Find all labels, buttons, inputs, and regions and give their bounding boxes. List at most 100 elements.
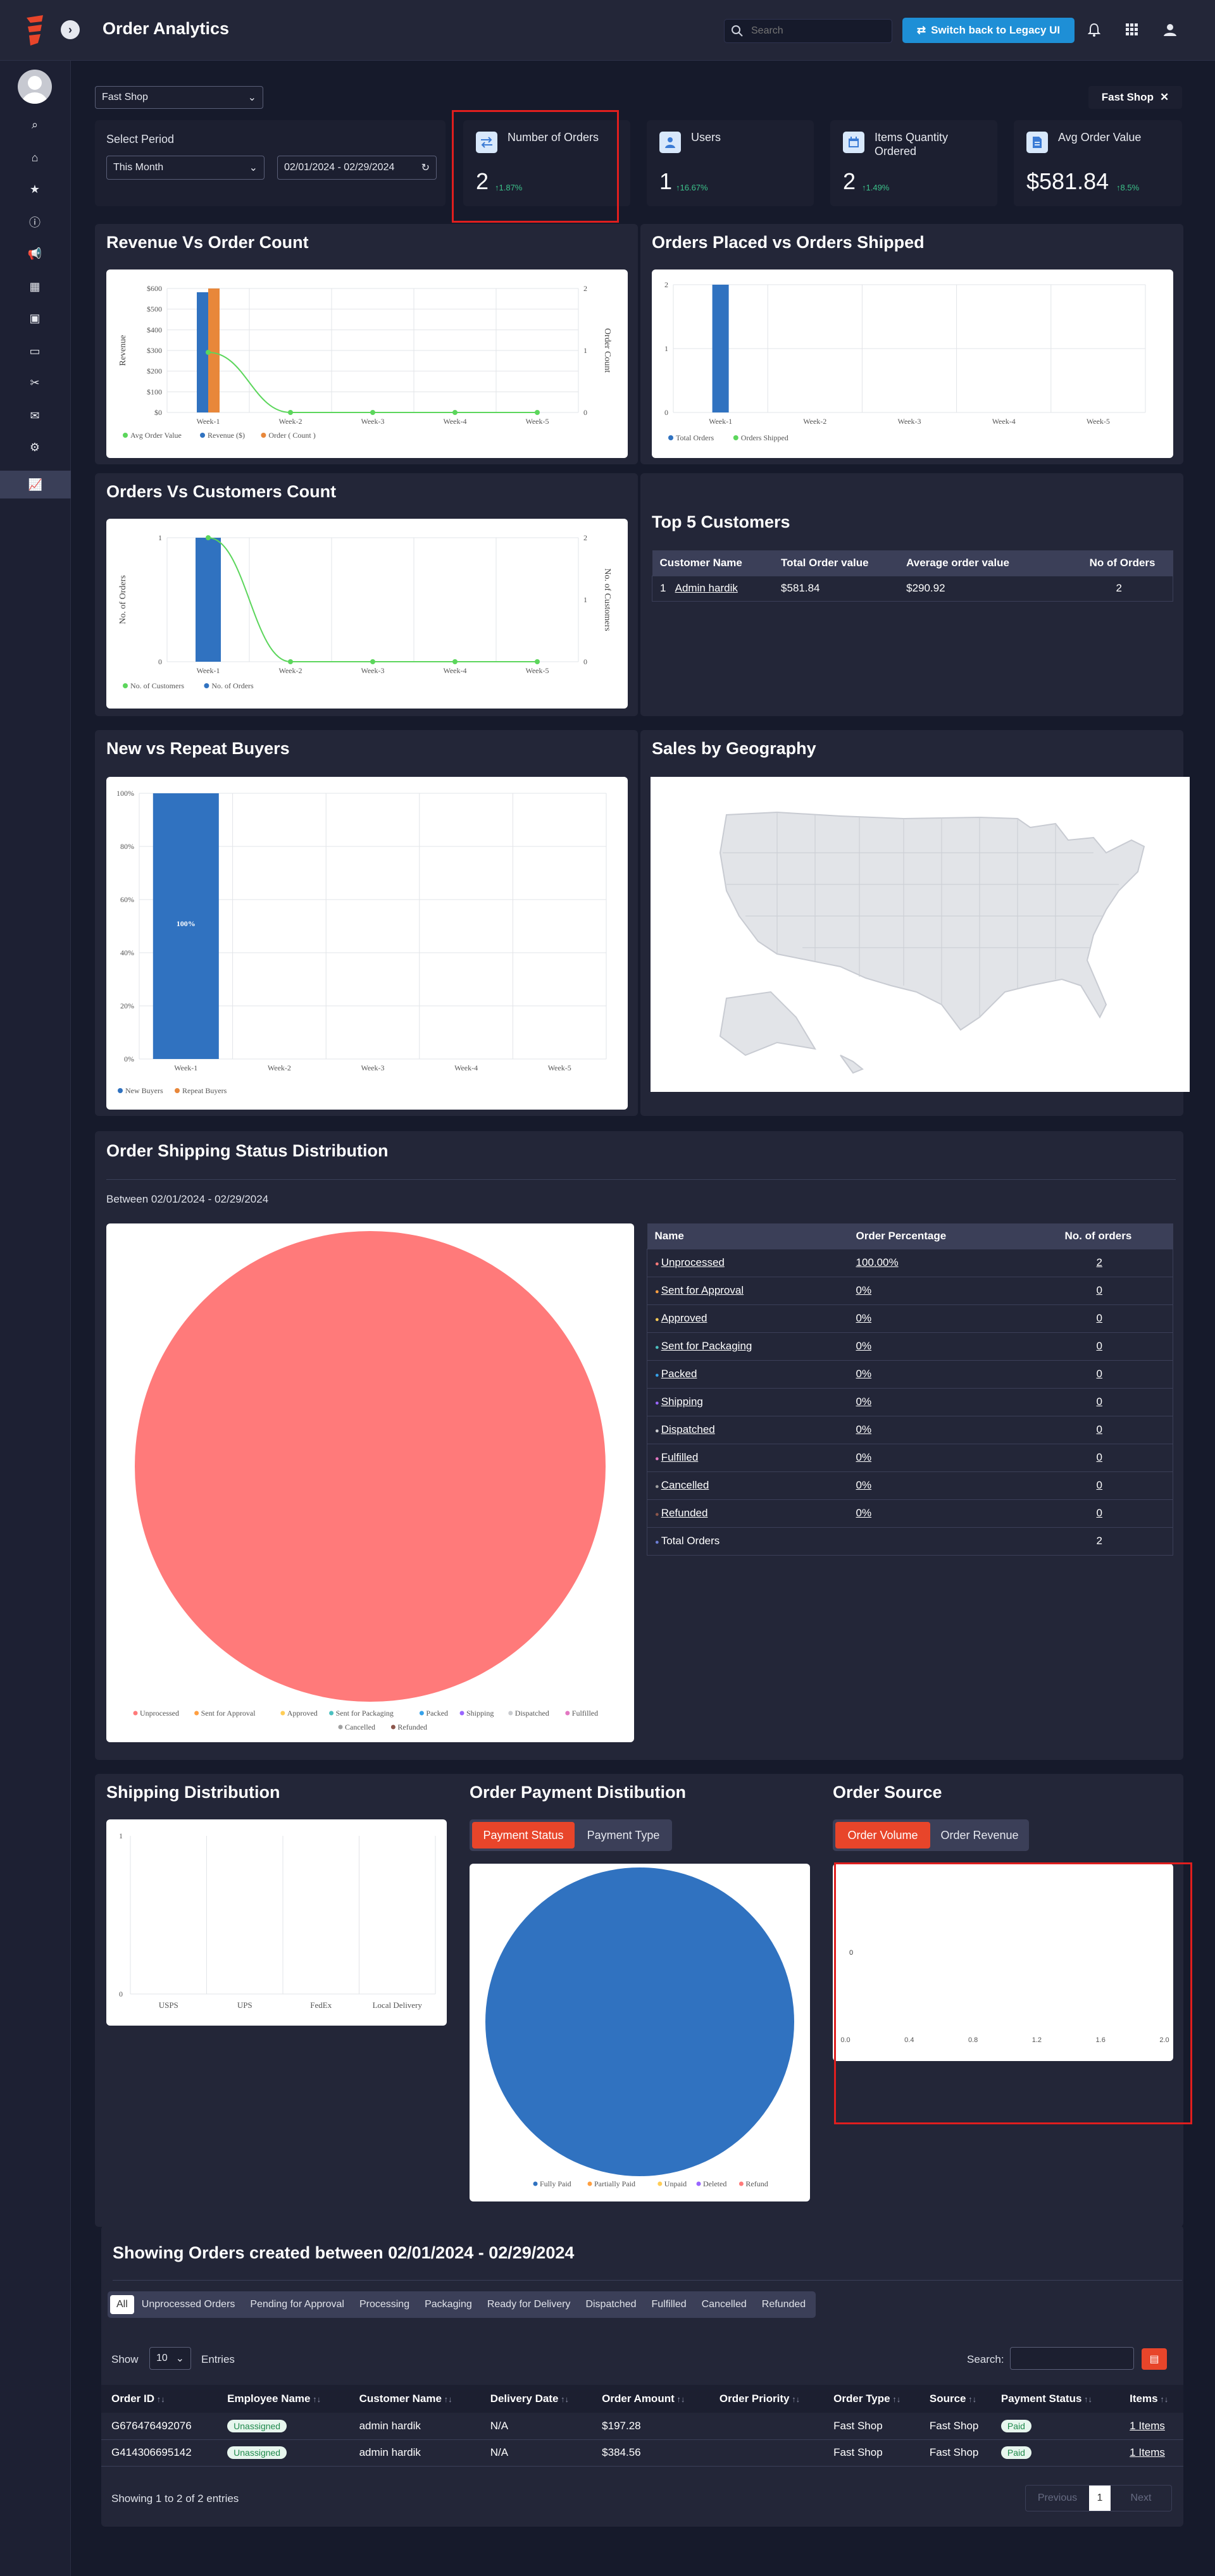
status-link[interactable]: Fulfilled	[661, 1451, 699, 1463]
status-link[interactable]: Shipping	[661, 1396, 703, 1408]
order-tab[interactable]: Cancelled	[701, 2299, 747, 2310]
chat-icon[interactable]: ✉	[30, 409, 40, 422]
order-tab[interactable]: Unprocessed Orders	[141, 2299, 235, 2310]
col-header[interactable]: Delivery Date ↑↓	[487, 2385, 598, 2413]
order-tab[interactable]: Fulfilled	[651, 2299, 687, 2310]
logo[interactable]	[24, 14, 46, 47]
search-icon[interactable]: ⌕	[31, 118, 39, 131]
order-tab[interactable]: All	[110, 2295, 134, 2314]
legacy-ui-button[interactable]: ⇄ Switch back to Legacy UI	[902, 18, 1075, 43]
status-link[interactable]: Approved	[661, 1312, 707, 1324]
next-button[interactable]: Next	[1130, 2492, 1152, 2503]
sort-icon[interactable]: ↑↓	[1081, 2394, 1093, 2404]
info-icon[interactable]: ⓘ	[29, 216, 40, 229]
page-1-button[interactable]: 1	[1089, 2486, 1111, 2511]
prev-button[interactable]: Previous	[1037, 2492, 1078, 2503]
count-link[interactable]: 0	[1096, 1451, 1102, 1463]
table-search-input[interactable]	[1010, 2347, 1134, 2370]
tab-payment-status[interactable]: Payment Status	[472, 1822, 575, 1848]
sort-icon[interactable]: ↑↓	[154, 2394, 165, 2404]
user-profile-icon[interactable]	[1159, 19, 1181, 40]
count-link[interactable]: 0	[1096, 1423, 1102, 1435]
col-header[interactable]: Order Priority ↑↓	[716, 2385, 830, 2413]
analytics-nav-item[interactable]: 📈	[0, 471, 71, 498]
col-header[interactable]: Items ↑↓	[1126, 2385, 1183, 2413]
pct-link[interactable]: 0%	[856, 1396, 872, 1408]
credit-card-icon[interactable]: ▭	[29, 344, 40, 357]
pct-link[interactable]: 0%	[856, 1423, 872, 1435]
sort-icon[interactable]: ↑↓	[558, 2394, 570, 2404]
status-link[interactable]: Sent for Packaging	[661, 1340, 752, 1352]
pct-link[interactable]: 0%	[856, 1340, 872, 1352]
status-link[interactable]: Dispatched	[661, 1423, 715, 1435]
count-link[interactable]: 0	[1096, 1396, 1102, 1408]
export-button[interactable]: ▤	[1142, 2348, 1167, 2370]
col-header[interactable]: Order Amount ↑↓	[598, 2385, 716, 2413]
shop-select[interactable]: Fast Shop ⌄	[95, 86, 263, 109]
pct-link[interactable]: 0%	[856, 1368, 872, 1380]
sort-icon[interactable]: ↑↓	[890, 2394, 901, 2404]
close-icon[interactable]: ✕	[1159, 91, 1169, 103]
gear-icon[interactable]: ⚙	[29, 440, 40, 454]
period-select[interactable]: This Month ⌄	[106, 156, 265, 180]
count-link[interactable]: 0	[1096, 1479, 1102, 1491]
megaphone-icon[interactable]: 📢	[27, 247, 42, 260]
count-link[interactable]: 0	[1096, 1312, 1102, 1324]
search-input[interactable]	[751, 23, 884, 39]
shop-tag[interactable]: Fast Shop ✕	[1088, 86, 1182, 109]
status-link[interactable]: Sent for Approval	[661, 1284, 744, 1296]
date-range-input[interactable]: 02/01/2024 - 02/29/2024 ↻	[277, 156, 437, 180]
sort-icon[interactable]: ↑↓	[1157, 2394, 1169, 2404]
order-tab[interactable]: Packaging	[425, 2299, 472, 2310]
pct-link[interactable]: 0%	[856, 1284, 872, 1296]
briefcase-icon[interactable]: ▣	[29, 311, 40, 325]
sort-icon[interactable]: ↑↓	[789, 2394, 801, 2404]
order-tab[interactable]: Pending for Approval	[250, 2299, 344, 2310]
sidebar-toggle-icon[interactable]: ›	[61, 20, 80, 39]
col-header[interactable]: Payment Status ↑↓	[997, 2385, 1126, 2413]
cell-items[interactable]: 1 Items	[1130, 2446, 1165, 2458]
tab-payment-type[interactable]: Payment Type	[587, 1828, 660, 1842]
status-link[interactable]: Cancelled	[661, 1479, 709, 1491]
count-link[interactable]: 0	[1096, 1368, 1102, 1380]
avatar[interactable]	[18, 70, 52, 104]
status-link[interactable]: Refunded	[661, 1507, 708, 1519]
pct-link[interactable]: 0%	[856, 1312, 872, 1324]
sort-icon[interactable]: ↑↓	[441, 2394, 452, 2404]
order-tab[interactable]: Refunded	[761, 2299, 806, 2310]
search-box[interactable]	[724, 19, 892, 43]
order-tab[interactable]: Processing	[359, 2299, 410, 2310]
pct-link[interactable]: 0%	[856, 1451, 872, 1463]
order-tab[interactable]: Dispatched	[585, 2299, 637, 2310]
sort-icon[interactable]: ↑↓	[966, 2394, 977, 2404]
col-header[interactable]: Employee Name ↑↓	[223, 2385, 355, 2413]
tools-icon[interactable]: ✂	[30, 376, 40, 389]
entries-select[interactable]: 10 ⌄	[149, 2347, 191, 2370]
count-link[interactable]: 0	[1096, 1340, 1102, 1352]
col-header[interactable]: Order Type ↑↓	[830, 2385, 926, 2413]
sort-icon[interactable]: ↑↓	[674, 2394, 685, 2404]
count-link[interactable]: 2	[1096, 1256, 1102, 1268]
star-icon[interactable]: ★	[29, 182, 40, 195]
refresh-icon[interactable]: ↻	[421, 163, 430, 173]
factory-icon[interactable]: ▦	[29, 280, 40, 293]
cell-items[interactable]: 1 Items	[1130, 2419, 1165, 2432]
pct-link[interactable]: 0%	[856, 1479, 872, 1491]
count-link[interactable]: 0	[1096, 1507, 1102, 1519]
status-link[interactable]: Unprocessed	[661, 1256, 725, 1268]
count-link[interactable]: 0	[1096, 1284, 1102, 1296]
bell-icon[interactable]	[1083, 19, 1105, 40]
customer-link[interactable]: Admin hardik	[675, 582, 738, 594]
order-tab[interactable]: Ready for Delivery	[487, 2299, 571, 2310]
sort-icon[interactable]: ↑↓	[310, 2394, 321, 2404]
col-header[interactable]: Customer Name ↑↓	[356, 2385, 487, 2413]
status-link[interactable]: Packed	[661, 1368, 697, 1380]
pct-link[interactable]: 100.00%	[856, 1256, 899, 1268]
col-header[interactable]: Source ↑↓	[926, 2385, 997, 2413]
tab-order-revenue[interactable]: Order Revenue	[940, 1828, 1019, 1842]
home-icon[interactable]: ⌂	[31, 151, 39, 164]
tab-order-volume[interactable]: Order Volume	[835, 1822, 930, 1848]
pct-link[interactable]: 0%	[856, 1507, 872, 1519]
apps-grid-icon[interactable]	[1121, 19, 1143, 40]
col-header[interactable]: Order ID ↑↓	[101, 2385, 223, 2413]
